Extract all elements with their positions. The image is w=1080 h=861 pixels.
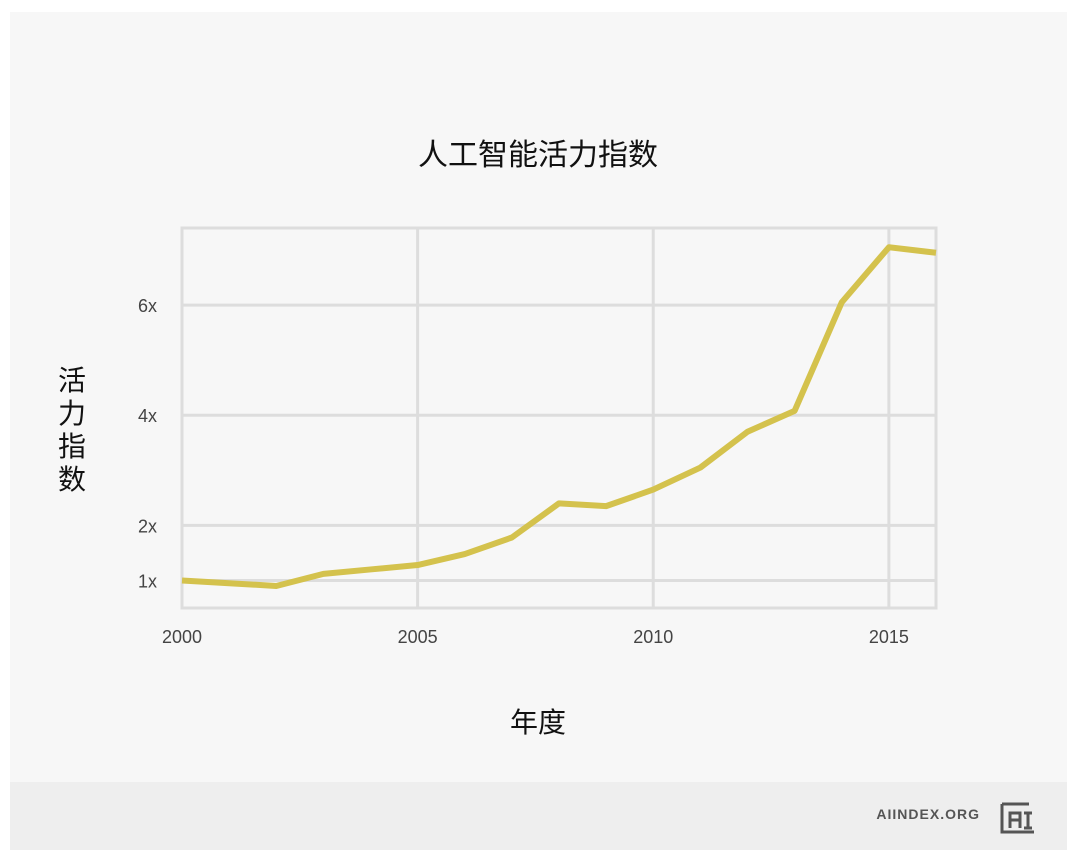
- plot-frame: [180, 226, 938, 610]
- brand-text[interactable]: AIINDEX.ORG: [876, 806, 980, 822]
- ai-index-logo-icon[interactable]: [999, 799, 1037, 835]
- x-tick-label: 2000: [162, 627, 202, 647]
- chart-card: 人工智能活力指数 2000 2005 2010 2015 1x 2x 4x 6x 活力指数 年…: [10, 12, 1067, 850]
- chart-title: 人工智能活力指数: [418, 138, 658, 173]
- y-tick-label: 6x: [138, 296, 157, 316]
- y-tick-label: 1x: [138, 571, 157, 591]
- x-tick-label: 2010: [633, 627, 673, 647]
- x-tick-label: 2005: [398, 627, 438, 647]
- series-line: [181, 244, 937, 589]
- chart: 人工智能活力指数 2000 2005 2010 2015 1x 2x 4x 6x 活力指数 年…: [58, 138, 938, 739]
- y-tick-label: 4x: [138, 406, 157, 426]
- y-axis-label: 活力指数: [58, 364, 86, 496]
- x-axis-label: 年度: [510, 706, 566, 739]
- footer: AIINDEX.ORG: [10, 782, 1067, 850]
- x-tick-label: 2015: [869, 627, 909, 647]
- plot-area: 2000 2005 2010 2015 1x 2x 4x 6x: [138, 226, 938, 647]
- y-tick-label: 2x: [138, 516, 157, 536]
